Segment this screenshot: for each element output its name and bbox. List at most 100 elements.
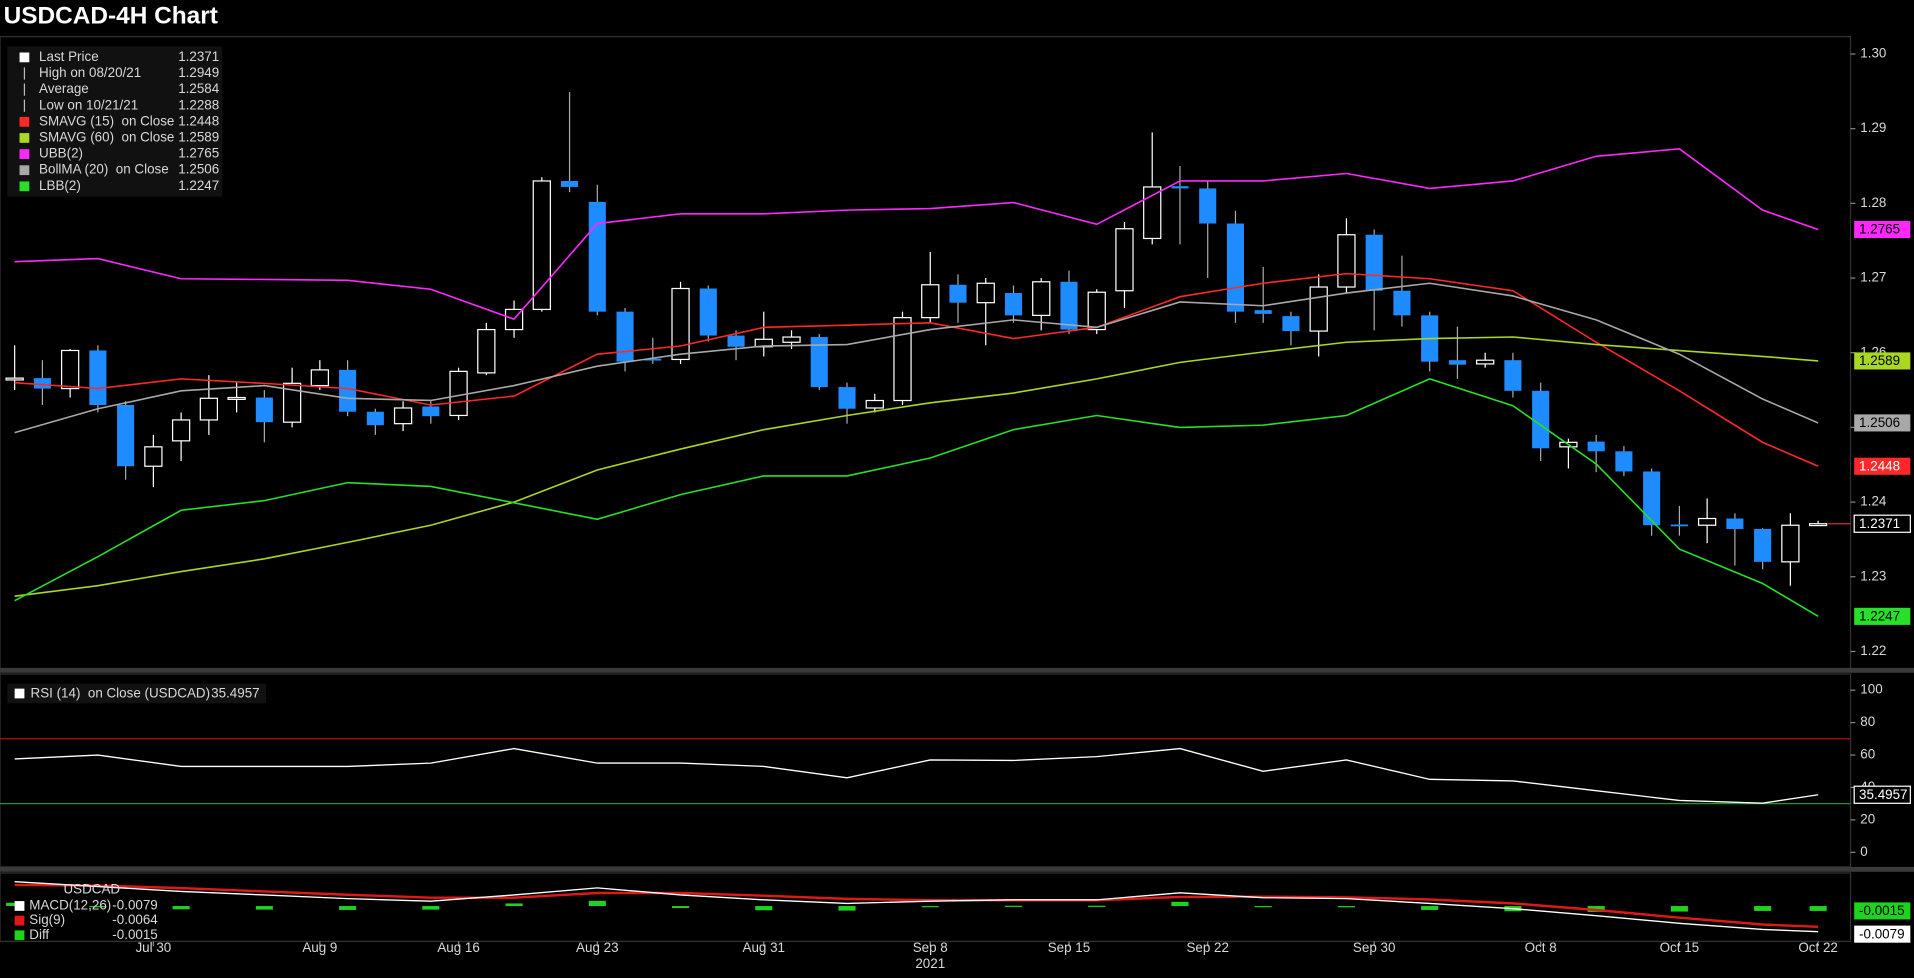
candle-body xyxy=(699,288,717,336)
macd-line xyxy=(14,883,1819,929)
value-tag-label: 1.2765 xyxy=(1859,222,1900,237)
diff-bar xyxy=(89,906,107,908)
legend-label: Diff xyxy=(29,927,49,942)
diff-bar xyxy=(1171,901,1189,907)
legend-icon xyxy=(14,930,25,941)
candle-body xyxy=(1393,290,1411,316)
candle-body xyxy=(1504,360,1522,391)
legend-value: 1.2448 xyxy=(178,113,219,128)
candle-body xyxy=(255,397,273,423)
y-tick-label: 1.22 xyxy=(1860,643,1886,658)
candle-body xyxy=(33,378,51,389)
x-tick-label: Oct 22 xyxy=(1798,940,1837,955)
legend-label: SMAVG (15) on Close xyxy=(39,113,174,128)
candle-body xyxy=(1309,286,1328,332)
candle-body xyxy=(5,377,24,381)
value-tag xyxy=(1854,414,1911,432)
x-tick-label: Aug 9 xyxy=(302,940,337,955)
legend-value: 1.2765 xyxy=(178,146,219,161)
legend-value: 1.2584 xyxy=(178,81,220,96)
x-tick-label: Sep 30 xyxy=(1353,940,1395,955)
candle-body xyxy=(644,358,662,361)
y-tick-label: 100 xyxy=(1860,682,1882,697)
candle-body xyxy=(1365,234,1383,291)
candle-body xyxy=(60,349,80,390)
y-tick-label: 1.28 xyxy=(1860,195,1886,210)
diff-bar xyxy=(921,906,939,908)
candle-body xyxy=(1781,524,1800,563)
candle-body xyxy=(532,180,551,311)
legend-icon xyxy=(19,116,30,127)
legend-icon xyxy=(19,149,30,159)
x-sublabel: 2021 xyxy=(915,956,945,971)
y-tick-label: 1.24 xyxy=(1860,494,1887,509)
legend-icon xyxy=(14,915,25,926)
candle-body xyxy=(449,370,468,417)
candle-body xyxy=(561,180,579,187)
candle-body xyxy=(1476,359,1495,365)
candle-body xyxy=(782,336,801,343)
legend-value: 1.2949 xyxy=(178,65,219,80)
macd-label: USDCAD xyxy=(63,882,120,897)
candle-body xyxy=(1670,524,1688,527)
rsi-line xyxy=(14,747,1819,804)
x-tick-label: Oct 8 xyxy=(1525,940,1557,955)
candle-body xyxy=(671,287,690,361)
x-tick-label: Sep 15 xyxy=(1048,940,1090,955)
candle-body xyxy=(588,201,606,312)
legend-label: MACD(12,26) xyxy=(29,898,111,913)
diff-bar xyxy=(1088,905,1106,907)
legend-value: 1.2589 xyxy=(178,130,219,145)
value-tag-label: 1.2247 xyxy=(1859,609,1900,624)
candle-body xyxy=(1643,471,1661,526)
candle-body xyxy=(1143,186,1162,240)
value-tag xyxy=(1853,514,1911,533)
candle-body xyxy=(1615,451,1633,472)
legend-icon xyxy=(14,901,25,911)
y-tick-label: 20 xyxy=(1860,811,1875,826)
diff-bar xyxy=(755,906,773,911)
legend-value: 35.4957 xyxy=(211,686,259,701)
candle-body xyxy=(1754,528,1772,562)
diff-bar xyxy=(505,903,523,907)
legend-label: LBB(2) xyxy=(39,178,81,193)
candle-body xyxy=(865,399,884,409)
legend-label: Average xyxy=(39,81,89,96)
candle-body xyxy=(921,284,940,319)
legend-value: 1.2506 xyxy=(178,162,219,177)
legend-label: SMAVG (60) on Close xyxy=(39,130,174,145)
candle-body xyxy=(422,406,440,417)
diff-bar xyxy=(339,906,357,910)
diff-bar xyxy=(838,906,856,911)
legend-label: RSI (14) on Close (USDCAD) xyxy=(31,686,211,701)
candle-body xyxy=(1532,390,1550,449)
legend-box xyxy=(7,46,223,197)
candle-body xyxy=(838,387,856,409)
legend-value: 1.2247 xyxy=(178,178,219,193)
value-tag-label: -0.0079 xyxy=(1859,926,1904,941)
value-tag-label: -0.0015 xyxy=(1859,903,1904,918)
x-tick-label: Aug 23 xyxy=(576,940,618,955)
x-tick-label: Jul 30 xyxy=(135,940,171,955)
candle-body xyxy=(1808,523,1828,527)
indicator-line xyxy=(14,148,1819,321)
panel-divider xyxy=(0,667,1914,673)
legend-label: UBB(2) xyxy=(39,146,83,161)
diff-bar xyxy=(1337,906,1355,908)
candle-body xyxy=(393,407,413,425)
legend-icon xyxy=(19,181,30,192)
legend-icon xyxy=(19,52,30,63)
candle-body xyxy=(1115,228,1134,292)
x-tick-label: Sep 22 xyxy=(1186,940,1228,955)
y-tick-label: 1.23 xyxy=(1860,568,1886,583)
y-tick-label: 80 xyxy=(1860,714,1875,729)
candle-body xyxy=(171,419,191,442)
candle-body xyxy=(1337,234,1356,288)
diff-bar xyxy=(255,906,273,910)
diff-bar xyxy=(422,906,440,910)
legend-value: -0.0079 xyxy=(112,898,157,913)
candle-body xyxy=(893,317,912,402)
legend-label: Last Price xyxy=(39,49,99,64)
diff-bar xyxy=(671,906,690,908)
